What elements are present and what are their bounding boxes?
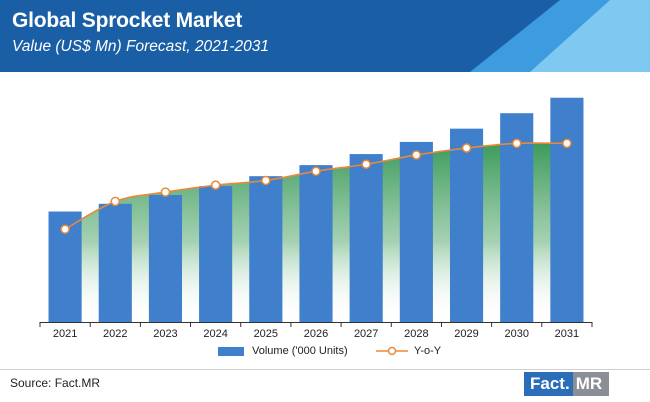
bar-2029 (449, 128, 484, 322)
x-tick-label-2024: 2024 (203, 328, 227, 340)
yoy-point-2031 (562, 138, 572, 149)
bar-2022 (98, 203, 132, 322)
bar-2031 (550, 97, 584, 322)
logo-text-right: MR (572, 372, 610, 396)
header-stripe-2 (530, 0, 650, 72)
x-tick-label-2027: 2027 (354, 328, 378, 340)
page-title: Global Sprocket Market (12, 9, 243, 32)
chart-legend: Volume ('000 Units) Y-o-Y (0, 345, 650, 361)
bar-2026 (299, 165, 333, 322)
x-tick-label-2030: 2030 (504, 328, 528, 340)
legend-label-volume: Volume ('000 Units) (252, 345, 348, 357)
legend-item-yoy: Y-o-Y (376, 345, 441, 357)
chart-area: 2021 2022 2023 2024 2025 2026 2027 2028 2029 2030… (39, 97, 593, 340)
x-tick-label-2021: 2021 (53, 328, 77, 340)
factmr-logo: Fact. MR (524, 372, 610, 396)
x-tick-label-2026: 2026 (304, 328, 328, 340)
yoy-point-2029 (461, 143, 472, 153)
yoy-line-layer (60, 138, 572, 234)
bar-2025 (249, 176, 283, 322)
header-background (0, 0, 650, 72)
yoy-point-2028 (411, 150, 422, 160)
header-dark-band (0, 0, 650, 72)
bar-2024 (199, 186, 233, 322)
yoy-point-2030 (511, 138, 522, 149)
yoy-point-2027 (361, 159, 371, 169)
x-tick-label-2022: 2022 (103, 328, 127, 340)
x-tick-label-2028: 2028 (404, 328, 428, 340)
x-tick-label-2029: 2029 (454, 328, 478, 340)
legend-item-volume: Volume ('000 Units) (218, 345, 348, 357)
bar-2027 (349, 154, 383, 322)
logo-text-left: Fact. (524, 372, 573, 396)
x-tick-label-2023: 2023 (153, 328, 177, 340)
yoy-point-2021 (60, 224, 70, 234)
yoy-point-2022 (110, 196, 121, 207)
source-note: Source: Fact.MR (10, 376, 101, 390)
x-axis: 2021 2022 2023 2024 2025 2026 2027 2028 2029 2030… (39, 322, 593, 340)
bars-layer (48, 97, 584, 322)
page-subtitle: Value (US$ Mn) Forecast, 2021-2031 (12, 38, 270, 55)
x-tick-label-2031: 2031 (555, 328, 579, 340)
x-tick-label-2025: 2025 (254, 328, 278, 340)
footer-divider (0, 369, 650, 370)
bar-2028 (399, 141, 433, 322)
legend-swatch-yoy (376, 346, 408, 356)
yoy-point-2023 (160, 187, 171, 197)
legend-swatch-volume (218, 346, 244, 356)
bar-2023 (148, 194, 183, 322)
legend-label-yoy: Y-o-Y (414, 345, 442, 357)
yoy-point-2025 (261, 175, 271, 186)
yoy-point-2024 (210, 180, 221, 190)
yoy-point-2026 (311, 166, 321, 176)
header-banner: Global Sprocket Market Value (US$ Mn) Fo… (0, 0, 650, 72)
